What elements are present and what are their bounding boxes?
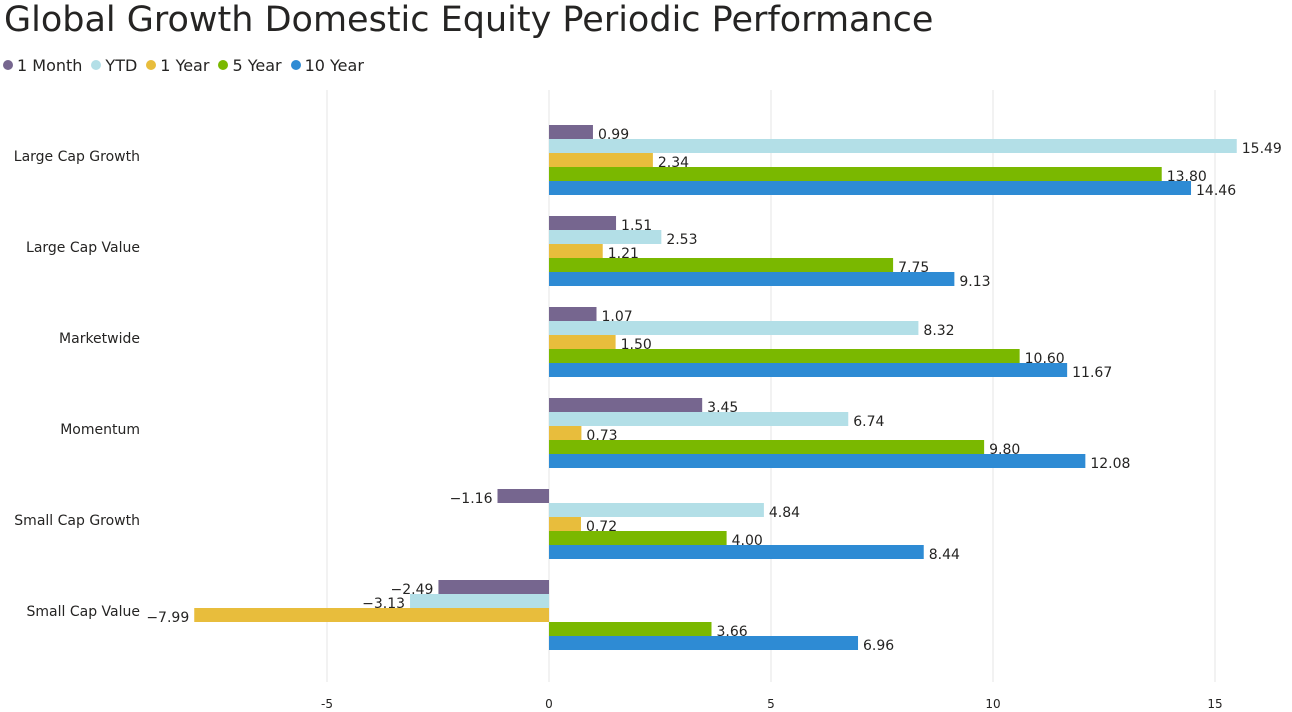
bar	[549, 349, 1020, 363]
x-tick-label: 15	[1207, 697, 1222, 711]
category-label: Large Cap Growth	[14, 149, 140, 165]
data-label: −1.16	[450, 491, 493, 507]
legend-swatch	[218, 60, 229, 70]
data-label: 8.44	[929, 547, 960, 563]
bar	[549, 216, 617, 230]
category-label: Small Cap Value	[27, 604, 140, 620]
legend-item: YTD	[91, 56, 137, 75]
bar	[549, 440, 985, 454]
bar	[438, 580, 549, 594]
bar	[549, 167, 1162, 181]
bar	[549, 272, 955, 286]
data-label: 9.13	[959, 274, 990, 290]
data-label: 8.32	[923, 323, 954, 339]
data-label: 11.67	[1072, 365, 1112, 381]
legend-swatch	[290, 60, 301, 70]
bar	[410, 594, 549, 608]
legend-swatch	[3, 60, 13, 70]
category-label: Momentum	[60, 422, 140, 438]
x-tick-label: 10	[985, 697, 1000, 711]
bar	[549, 258, 894, 272]
bar	[549, 321, 919, 335]
legend-swatch	[146, 60, 157, 70]
bar	[549, 335, 616, 349]
data-label: 4.84	[769, 505, 800, 521]
bar	[549, 531, 727, 545]
legend-label: YTD	[105, 55, 138, 75]
bar	[549, 125, 593, 139]
data-label: 2.53	[666, 232, 697, 248]
category-label: Large Cap Value	[26, 240, 140, 256]
bar	[549, 412, 849, 426]
bar	[549, 139, 1237, 153]
legend-label: 5 Year	[232, 55, 282, 75]
bar	[549, 517, 581, 531]
legend-item: 10 Year	[290, 55, 364, 75]
legend-label: 1 Month	[17, 55, 83, 75]
chart-title: Global Growth Domestic Equity Periodic P…	[4, 0, 934, 40]
x-tick-label: 5	[767, 697, 775, 711]
data-label: 15.49	[1242, 141, 1282, 157]
legend-item: 1 Month	[3, 56, 82, 75]
legend-label: 1 Year	[160, 55, 210, 75]
legend-swatch	[91, 60, 102, 70]
legend-label: 10 Year	[304, 55, 364, 75]
legend: 1 Month YTD 1 Year 5 Year 10 Year	[3, 54, 373, 76]
bar	[549, 426, 582, 440]
bar	[549, 398, 703, 412]
x-tick-label: -5	[321, 697, 333, 711]
category-label: Marketwide	[59, 331, 140, 347]
bar	[549, 181, 1192, 195]
bar	[549, 363, 1068, 377]
bar	[549, 636, 859, 650]
data-label: 6.96	[863, 638, 894, 654]
bar	[549, 230, 662, 244]
category-label: Small Cap Growth	[14, 513, 140, 529]
bar	[549, 503, 764, 517]
bar	[497, 489, 549, 503]
bar	[549, 454, 1086, 468]
bar	[194, 608, 549, 622]
bar	[549, 307, 597, 321]
bar	[549, 153, 653, 167]
data-label: −7.99	[146, 610, 189, 626]
legend-item: 1 Year	[146, 56, 209, 75]
bar	[549, 622, 712, 636]
data-label: 6.74	[853, 414, 884, 430]
legend-item: 5 Year	[218, 55, 282, 75]
x-tick-label: 0	[545, 697, 553, 711]
bar	[549, 244, 603, 258]
bar	[549, 545, 924, 559]
data-label: 14.46	[1196, 183, 1236, 199]
data-label: 12.08	[1090, 456, 1130, 472]
